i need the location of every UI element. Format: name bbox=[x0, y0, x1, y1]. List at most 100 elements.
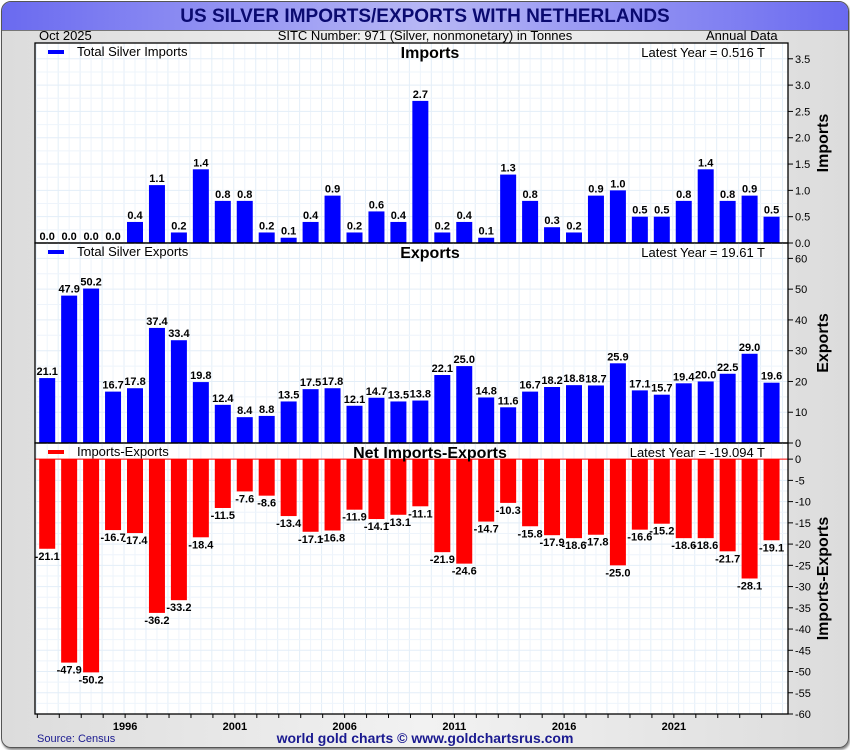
data-label: -15.2 bbox=[649, 526, 674, 538]
bar-exports-2015 bbox=[544, 387, 561, 443]
data-label: -17.9 bbox=[540, 537, 565, 549]
data-label: -47.9 bbox=[57, 665, 82, 677]
data-label: 0.8 bbox=[215, 189, 230, 201]
bar-imports-2007 bbox=[368, 211, 385, 243]
bar-exports-2006 bbox=[346, 405, 363, 443]
data-label: 18.2 bbox=[541, 375, 562, 387]
bar-imports-2017 bbox=[587, 195, 604, 243]
data-label: 29.0 bbox=[739, 342, 760, 354]
bar-net-2010 bbox=[434, 459, 451, 553]
bar-imports-2018 bbox=[609, 190, 626, 243]
y-tick-label: 0.5 bbox=[795, 212, 810, 224]
source-note: Source: Census bbox=[37, 733, 116, 745]
data-frequency: Annual Data bbox=[706, 28, 778, 43]
data-label: -21.1 bbox=[35, 551, 60, 563]
y-axis-label: Imports-Exports bbox=[815, 517, 832, 641]
bar-net-2022 bbox=[697, 459, 714, 539]
bar-imports-2008 bbox=[390, 221, 407, 243]
y-tick-label: 40 bbox=[795, 315, 807, 327]
data-label: 0.0 bbox=[83, 231, 98, 243]
bar-net-2009 bbox=[412, 459, 429, 507]
data-label: -50.2 bbox=[79, 674, 104, 686]
bar-exports-2008 bbox=[390, 401, 407, 443]
bar-net-2011 bbox=[456, 459, 473, 564]
x-tick-label: 2006 bbox=[332, 721, 356, 733]
data-label: -8.6 bbox=[257, 498, 276, 510]
legend-swatch bbox=[48, 250, 64, 254]
bar-imports-2019 bbox=[631, 216, 648, 243]
bar-net-2021 bbox=[675, 459, 692, 539]
bar-imports-2010 bbox=[434, 232, 451, 243]
bar-net-2005 bbox=[324, 459, 341, 531]
credit-link[interactable]: world gold charts © www.goldchartsrus.co… bbox=[276, 730, 574, 746]
data-label: 0.9 bbox=[742, 184, 757, 196]
data-label: 0.4 bbox=[457, 210, 473, 222]
bar-imports-2014 bbox=[522, 200, 539, 243]
data-label: -28.1 bbox=[737, 581, 762, 593]
bar-net-2015 bbox=[544, 459, 561, 536]
data-label: -16.8 bbox=[320, 533, 345, 545]
data-label: -36.2 bbox=[144, 615, 169, 627]
bar-exports-2002 bbox=[258, 415, 275, 443]
x-tick-label: 2021 bbox=[662, 721, 686, 733]
y-tick-label: 1.5 bbox=[795, 159, 810, 171]
data-label: 2.7 bbox=[413, 89, 428, 101]
bar-exports-2024 bbox=[741, 353, 758, 443]
data-label: 37.4 bbox=[146, 316, 168, 328]
bar-exports-2025 bbox=[763, 382, 780, 443]
bar-imports-2015 bbox=[544, 227, 561, 243]
bar-net-1998 bbox=[170, 459, 187, 601]
title-bar: US SILVER IMPORTS/EXPORTS WITH NETHERLAN… bbox=[2, 2, 848, 31]
data-label: 0.6 bbox=[369, 199, 384, 211]
data-label: 13.5 bbox=[388, 389, 409, 401]
bar-imports-2003 bbox=[280, 237, 297, 243]
data-label: 12.1 bbox=[344, 394, 365, 406]
data-label: 0.4 bbox=[391, 210, 407, 222]
y-axis-label: Imports bbox=[815, 114, 832, 173]
y-tick-label: 60 bbox=[795, 253, 807, 265]
data-label: 20.0 bbox=[695, 369, 716, 381]
data-label: -11.9 bbox=[342, 512, 366, 524]
bar-imports-2022 bbox=[697, 169, 714, 243]
y-tick-label: 50 bbox=[795, 284, 807, 296]
y-tick-label: -50 bbox=[795, 667, 811, 679]
data-label: 17.1 bbox=[629, 378, 650, 390]
data-label: 25.9 bbox=[607, 351, 628, 363]
panel-imports: 0.0 0.5 1.0 1.5 2.0 2.5 3.0 3.5 0.0 0.0 0.0 0.0 0.4 1… bbox=[34, 42, 832, 250]
data-label: -19.1 bbox=[759, 542, 784, 554]
bar-exports-2011 bbox=[456, 366, 473, 443]
data-label: 17.5 bbox=[300, 377, 321, 389]
data-label: -17.4 bbox=[122, 535, 148, 547]
bar-exports-2005 bbox=[324, 388, 341, 443]
data-label: -11.1 bbox=[408, 508, 432, 520]
bar-imports-2004 bbox=[302, 221, 319, 243]
report-date: Oct 2025 bbox=[39, 28, 92, 43]
data-label: 0.2 bbox=[171, 220, 186, 232]
data-label: 0.4 bbox=[303, 210, 319, 222]
panel-border bbox=[34, 442, 789, 715]
data-label: -24.6 bbox=[452, 566, 477, 578]
bar-net-2020 bbox=[653, 459, 670, 524]
data-label: 22.1 bbox=[432, 363, 453, 375]
data-label: 47.9 bbox=[58, 284, 79, 296]
data-label: -14.1 bbox=[364, 521, 389, 533]
bar-imports-2016 bbox=[566, 232, 582, 243]
y-tick-label: -60 bbox=[795, 709, 811, 721]
data-label: 15.7 bbox=[651, 383, 672, 395]
data-label: -13.1 bbox=[386, 517, 411, 529]
bar-imports-2009 bbox=[412, 100, 429, 243]
bar-net-2008 bbox=[390, 459, 407, 515]
bar-net-2013 bbox=[500, 459, 517, 503]
data-label: 33.4 bbox=[168, 328, 190, 340]
chart-subtitle: SITC Number: 971 (Silver, nonmonetary) i… bbox=[277, 28, 573, 43]
bar-imports-2013 bbox=[500, 174, 517, 243]
data-label: 0.2 bbox=[347, 220, 362, 232]
data-label: 19.6 bbox=[761, 371, 782, 383]
data-label: -13.4 bbox=[276, 518, 302, 530]
bar-exports-1992 bbox=[39, 378, 56, 443]
bar-net-2001 bbox=[236, 459, 253, 492]
data-label: -7.6 bbox=[235, 493, 254, 505]
bar-net-2019 bbox=[631, 459, 648, 530]
bar-exports-2021 bbox=[675, 383, 692, 443]
